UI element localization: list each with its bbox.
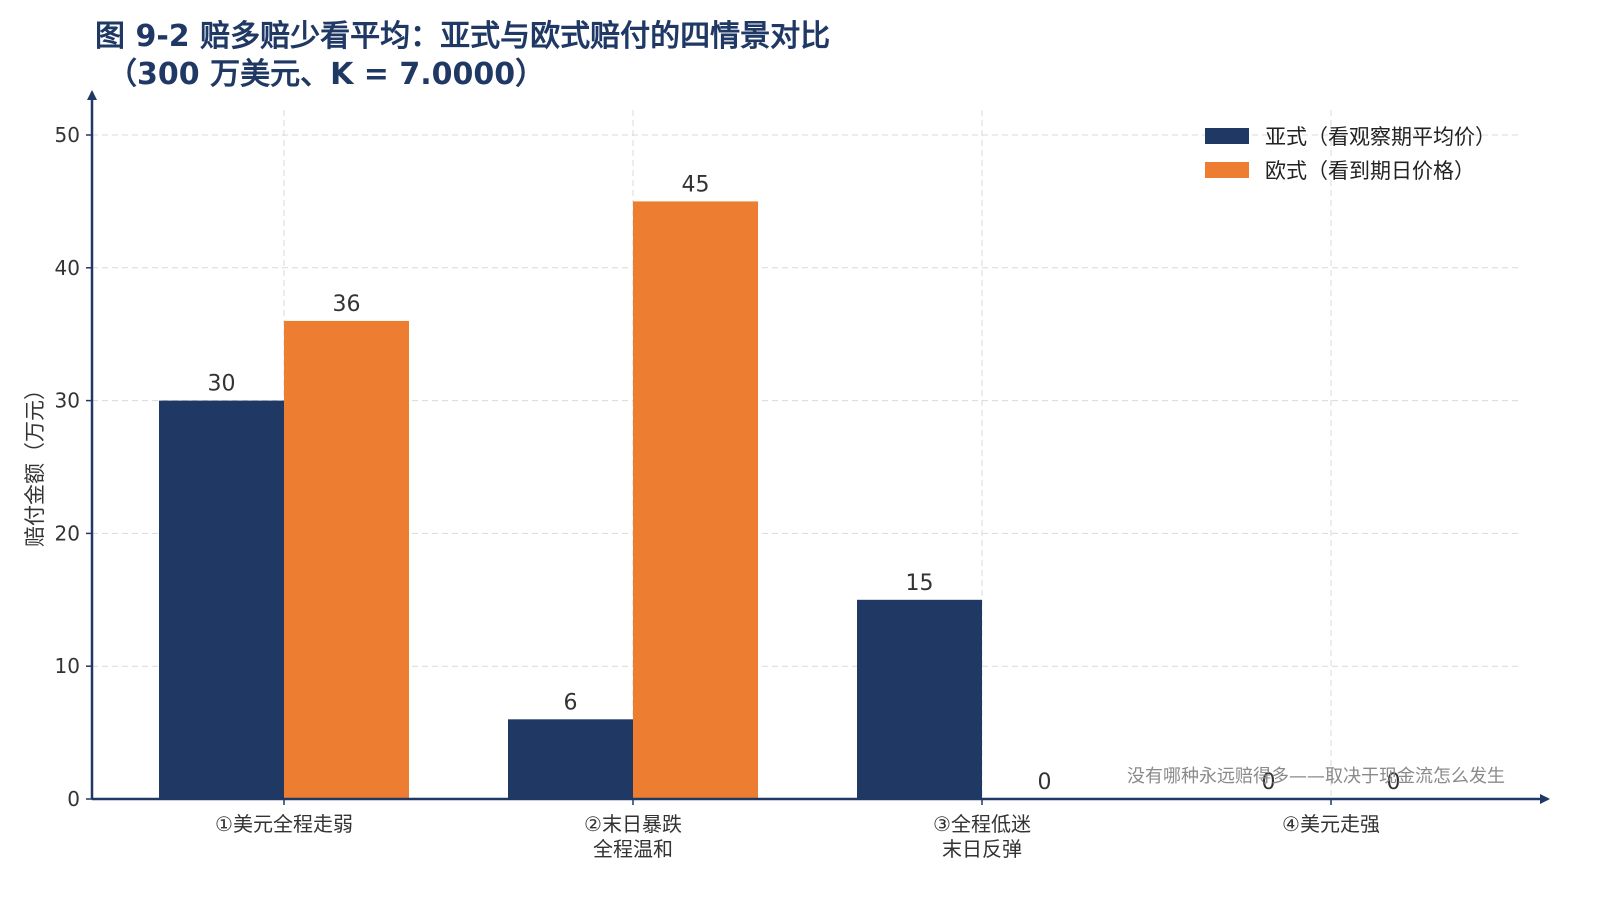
- bar-series-2-cat-2: [633, 201, 758, 799]
- chart-title-line-1: 图 9-2 赔多赔少看平均：亚式与欧式赔付的四情景对比: [95, 19, 830, 54]
- data-label: 15: [906, 571, 934, 596]
- data-label: 45: [682, 172, 710, 197]
- axes: [86, 90, 1550, 805]
- data-label: 0: [1038, 770, 1052, 795]
- x-tick-label: ①美元全程走弱: [215, 812, 353, 836]
- legend: 亚式（看观察期平均价） 欧式（看到期日价格）: [1205, 125, 1496, 183]
- chart-title-line-2: （300 万美元、K = 7.0000）: [107, 57, 545, 92]
- data-label: 30: [208, 372, 236, 397]
- bar-series-1-cat-2: [508, 719, 633, 799]
- legend-label-2: 欧式（看到期日价格）: [1265, 159, 1475, 183]
- bar-series-1-cat-1: [159, 400, 284, 799]
- y-tick-label: 10: [55, 654, 80, 678]
- data-label: 0: [1262, 770, 1276, 795]
- y-tick-label: 20: [55, 521, 80, 545]
- x-tick-label: 末日反弹: [942, 837, 1022, 861]
- annotation-note: 没有哪种永远赔得多——取决于现金流怎么发生: [1127, 766, 1505, 787]
- legend-swatch-1: [1205, 128, 1249, 144]
- x-tick-label: ③全程低迷: [933, 812, 1031, 836]
- bar-series-1-cat-3: [857, 599, 982, 799]
- x-tick-label: 全程温和: [593, 837, 673, 861]
- x-tick-label: ④美元走强: [1282, 812, 1380, 836]
- y-tick-label: 0: [67, 787, 80, 811]
- legend-label-1: 亚式（看观察期平均价）: [1265, 125, 1496, 149]
- x-tick-label: ②末日暴跌: [584, 812, 682, 836]
- data-label: 36: [333, 292, 361, 317]
- y-tick-label: 50: [55, 123, 80, 147]
- data-label: 6: [564, 690, 578, 715]
- bar-layer: [159, 201, 982, 799]
- legend-swatch-2: [1205, 162, 1249, 178]
- bar-series-2-cat-1: [284, 320, 409, 799]
- data-label: 0: [1387, 770, 1401, 795]
- y-tick-label: 30: [55, 389, 80, 413]
- y-axis-label: 赔付金额（万元）: [23, 379, 47, 547]
- y-tick-label: 40: [55, 256, 80, 280]
